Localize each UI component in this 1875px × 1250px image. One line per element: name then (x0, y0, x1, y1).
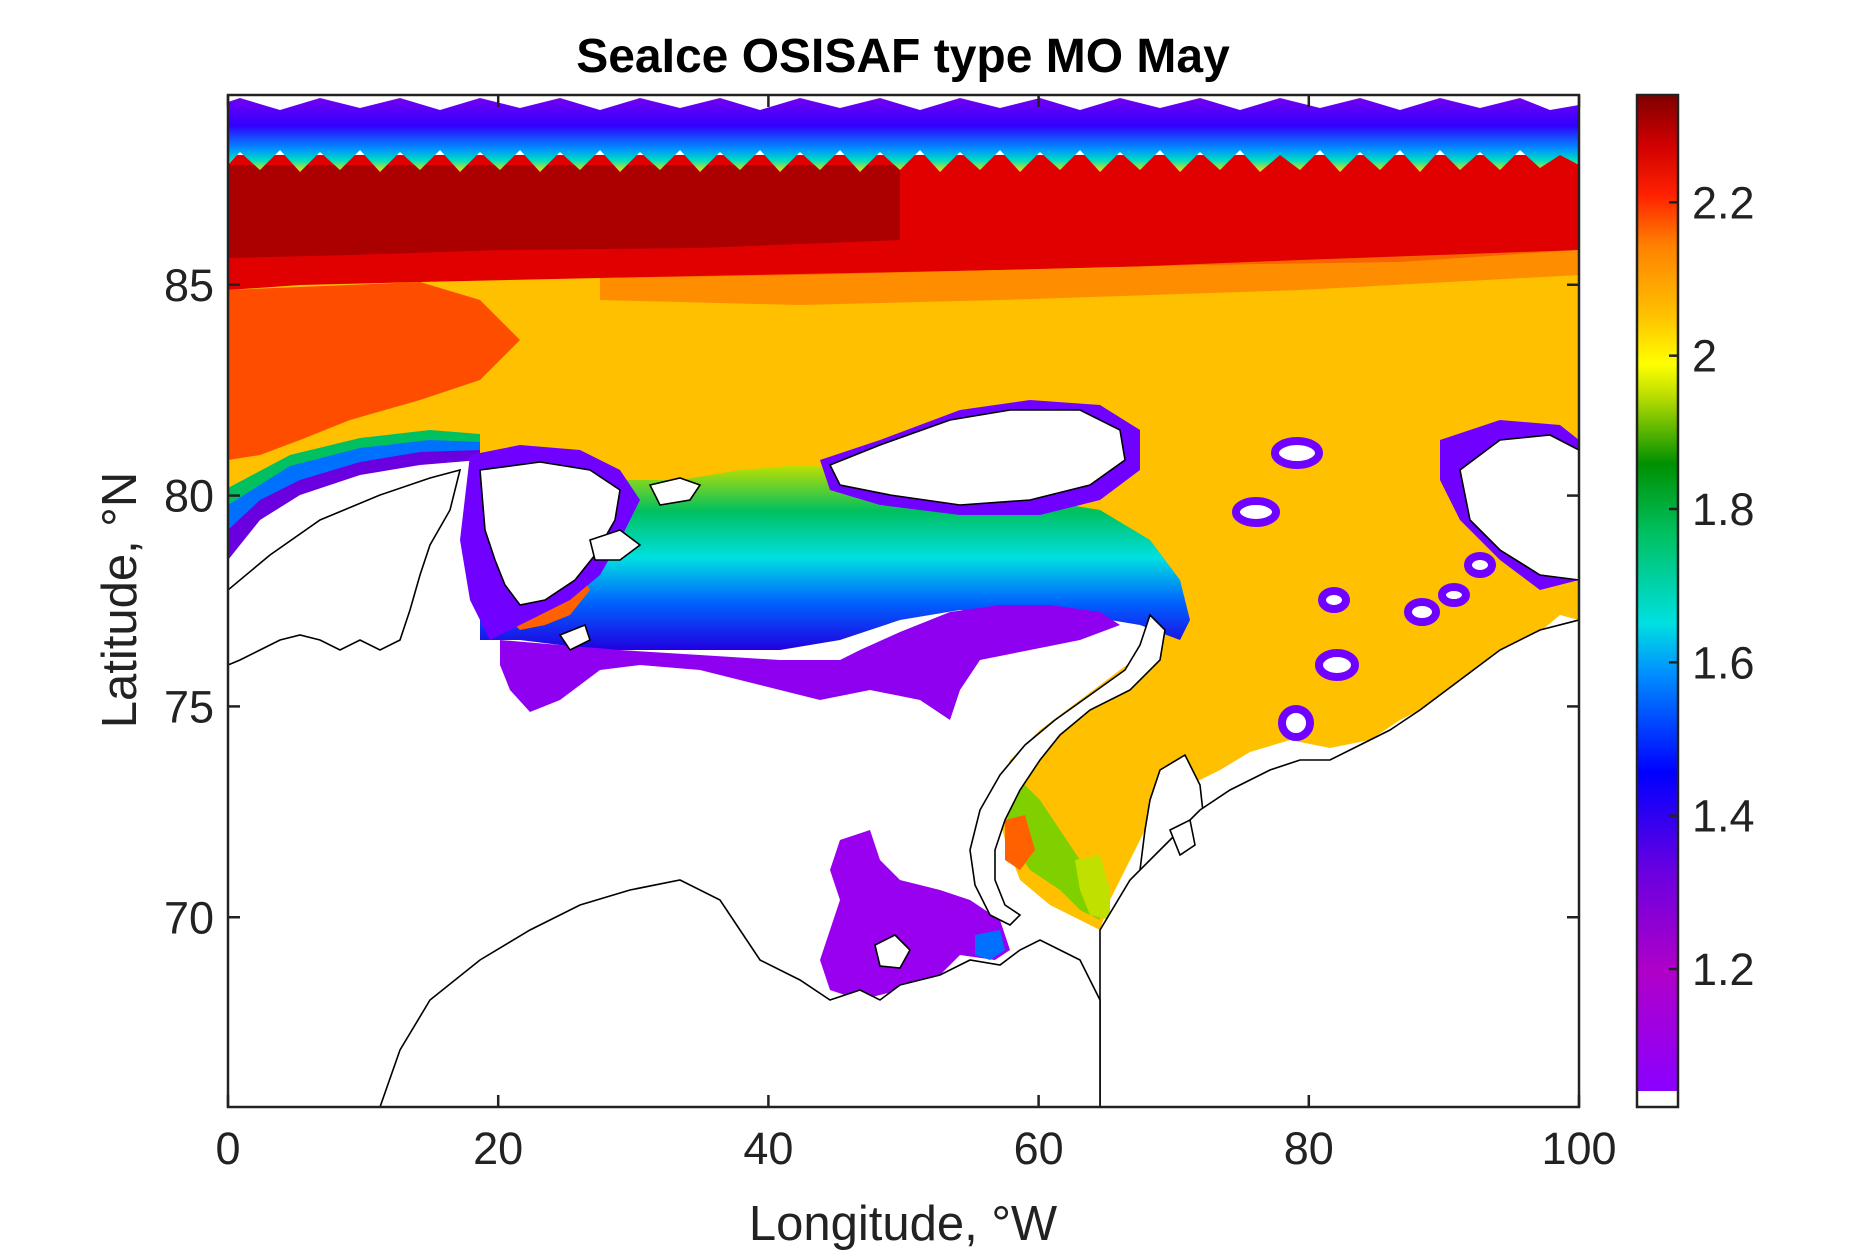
island-ushakov-south (1318, 587, 1350, 613)
x-tick-label: 20 (473, 1123, 523, 1174)
region-red-spillover (228, 282, 520, 460)
landmass-greenland (228, 468, 462, 666)
region-pole-gaps (228, 95, 1579, 110)
landmass-hopen (558, 623, 591, 652)
region-greenland-margin-green (228, 430, 480, 505)
region-dark-red-band (228, 165, 900, 258)
x-tick-label: 60 (1014, 1123, 1064, 1174)
y-tick-label: 75 (164, 681, 214, 732)
x-axis-ticks: 0 20 40 60 80 100 (215, 95, 1617, 1174)
region-central-arctic (228, 230, 1579, 930)
island-ushakov (1271, 437, 1323, 469)
region-white-sea (820, 830, 1010, 1000)
region-orange-patches (600, 250, 1579, 305)
y-axis-label: Latitude, °N (93, 472, 147, 729)
x-tick-label: 0 (215, 1123, 240, 1174)
y-tick-label: 80 (164, 471, 214, 522)
plot-area (228, 95, 1579, 1107)
region-kara-green-edge (1005, 780, 1100, 920)
island-izvestiy (1438, 583, 1470, 607)
y-tick-label: 85 (164, 260, 214, 311)
colorbar: 1.2 1.4 1.6 1.8 2 2.2 (1635, 93, 1755, 1109)
x-tick-label: 100 (1541, 1123, 1616, 1174)
island-sverdrup (1404, 598, 1440, 626)
region-north-polar-band (228, 95, 1579, 172)
region-barents-south-purple (500, 605, 1120, 720)
colorbar-frame (1635, 93, 1680, 1109)
colorbar-tick-label: 2 (1692, 331, 1717, 382)
landmass-kolguev (874, 934, 911, 969)
landmass-vaygach-island (1168, 818, 1196, 857)
landmass-kvitoya (648, 477, 702, 506)
colorbar-ticks: 1.2 1.4 1.6 1.8 2 2.2 (1669, 177, 1755, 995)
colorbar-tick-label: 1.6 (1692, 637, 1755, 688)
colorbar-tick-label: 1.2 (1692, 944, 1755, 995)
island-vize (1232, 497, 1280, 527)
colorbar-tick-label: 1.8 (1692, 484, 1755, 535)
landmass-scandinavia-russia (379, 879, 1101, 1107)
colorbar-gradient (1637, 95, 1678, 1091)
island-arctic-institute (1278, 705, 1314, 741)
y-axis-ticks: 70 75 80 85 (164, 260, 1579, 943)
region-kara-yellowgreen (1075, 855, 1110, 920)
landmass-siberia-coast (1099, 619, 1579, 1107)
landmass-svalbard (479, 461, 621, 606)
region-kara-orange (1005, 815, 1035, 870)
island-kirov (1315, 649, 1359, 681)
x-tick-label: 80 (1284, 1123, 1334, 1174)
landmass-novaya-zemlya (969, 613, 1166, 926)
x-tick-label: 40 (743, 1123, 793, 1174)
region-greenland-margin-blue (228, 436, 480, 530)
landmass-kong-karl (589, 529, 642, 561)
colorbar-white-bin (1637, 1091, 1678, 1107)
landmass-franz-josef (828, 409, 1126, 506)
island-kara-north (1464, 552, 1496, 578)
region-white-sea-blue (975, 930, 1005, 960)
landmass-severnaya-zemlya (1459, 434, 1579, 581)
chart-title: SeaIce OSISAF type MO May (576, 30, 1230, 83)
colorbar-tick-label: 1.4 (1692, 791, 1755, 842)
y-tick-label: 70 (164, 892, 214, 943)
plot-frame (226, 93, 1581, 1109)
x-axis-label: Longitude, °W (749, 1197, 1058, 1250)
colorbar-tick-label: 2.2 (1692, 177, 1755, 228)
